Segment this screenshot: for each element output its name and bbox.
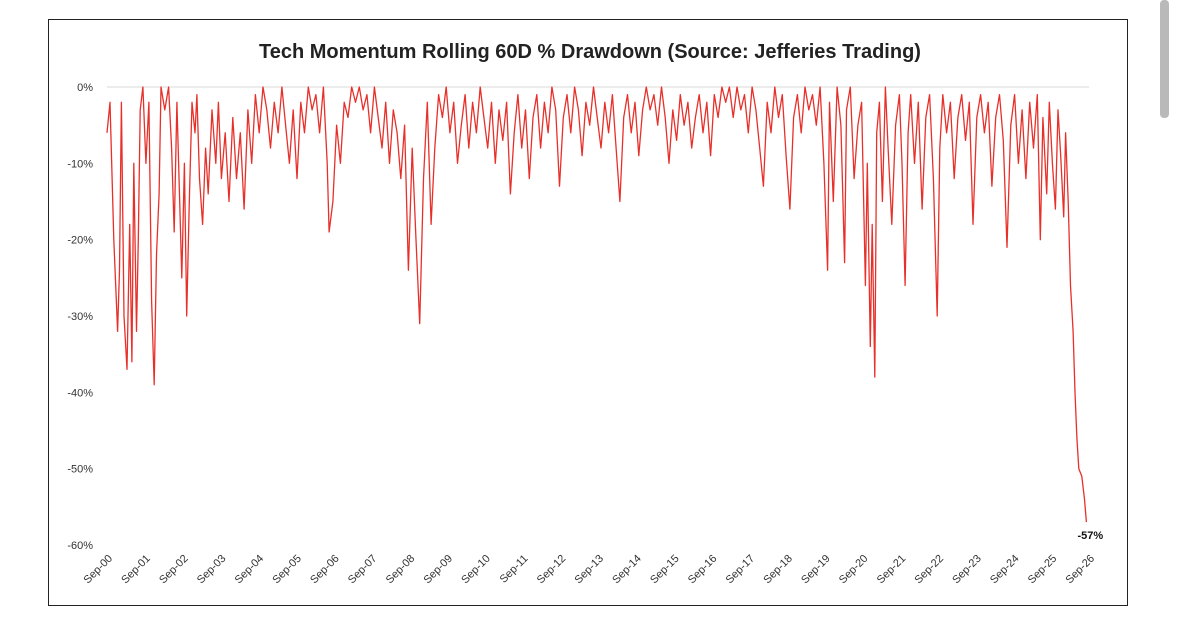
chart-svg: Tech Momentum Rolling 60D % Drawdown (So… (67, 41, 1104, 587)
x-tick-label: Sep-20 (837, 553, 871, 587)
scrollbar-thumb[interactable] (1160, 0, 1169, 118)
min-drawdown-label: -57% (1078, 530, 1104, 542)
x-tick-label: Sep-05 (270, 553, 304, 587)
scrollbar-track[interactable] (1156, 0, 1172, 639)
y-tick-label: -30% (67, 311, 93, 323)
chart-frame: Tech Momentum Rolling 60D % Drawdown (So… (48, 19, 1128, 606)
y-tick-label: -60% (67, 540, 93, 552)
x-tick-label: Sep-14 (610, 553, 644, 587)
x-tick-label: Sep-16 (686, 553, 720, 587)
x-tick-label: Sep-00 (82, 553, 116, 587)
x-tick-label: Sep-19 (799, 553, 833, 587)
y-tick-label: -10% (67, 158, 93, 170)
y-axis-ticks: 0% -10% -20% -30% -40% -50% -60% (67, 82, 93, 552)
x-tick-label: Sep-12 (535, 553, 569, 587)
x-tick-label: Sep-01 (119, 553, 153, 587)
x-tick-label: Sep-23 (950, 553, 984, 587)
y-tick-label: 0% (77, 82, 93, 94)
x-tick-label: Sep-26 (1064, 553, 1098, 587)
x-tick-label: Sep-02 (157, 553, 191, 587)
x-tick-label: Sep-06 (308, 553, 342, 587)
x-tick-label: Sep-24 (988, 553, 1022, 587)
x-tick-label: Sep-11 (498, 553, 531, 586)
x-tick-label: Sep-04 (233, 553, 267, 587)
x-tick-label: Sep-08 (384, 553, 418, 587)
x-tick-label: Sep-13 (573, 553, 607, 587)
x-tick-label: Sep-07 (346, 553, 380, 587)
x-tick-label: Sep-09 (421, 553, 455, 587)
x-tick-label: Sep-15 (648, 553, 682, 587)
x-tick-label: Sep-03 (195, 553, 229, 587)
y-tick-label: -40% (67, 387, 93, 399)
x-tick-label: Sep-25 (1026, 553, 1060, 587)
x-tick-label: Sep-17 (724, 553, 758, 587)
x-axis-ticks: Sep-00 Sep-01 Sep-02 Sep-03 Sep-04 Sep-05 Sep-… (82, 553, 1098, 587)
x-tick-label: Sep-10 (459, 553, 493, 587)
x-tick-label: Sep-22 (912, 553, 946, 587)
y-tick-label: -50% (67, 464, 93, 476)
x-tick-label: Sep-21 (875, 553, 909, 587)
y-tick-label: -20% (67, 235, 93, 247)
x-tick-label: Sep-18 (761, 553, 795, 587)
chart-title: Tech Momentum Rolling 60D % Drawdown (So… (259, 41, 921, 63)
drawdown-series-line (106, 86, 1088, 523)
